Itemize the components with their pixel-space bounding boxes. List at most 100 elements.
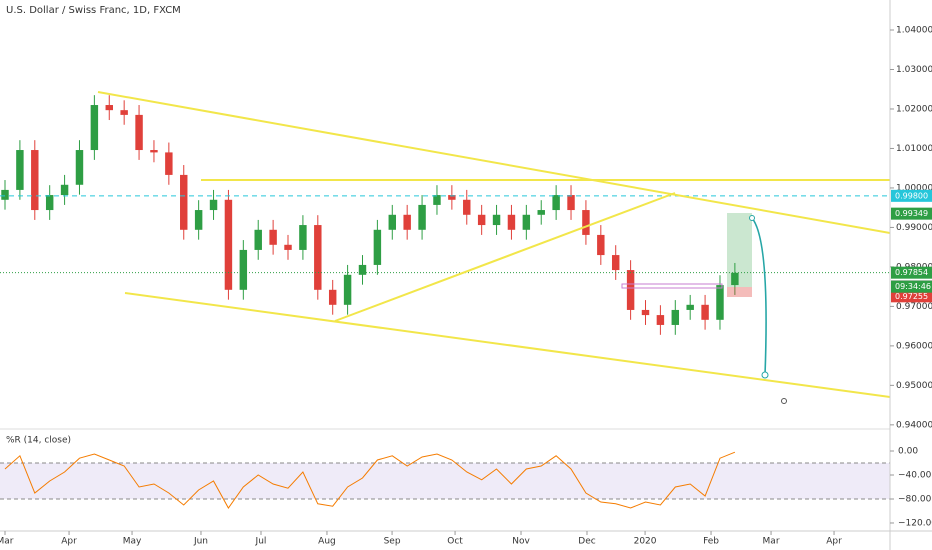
candle-body xyxy=(284,244,292,250)
candle-body xyxy=(16,150,24,190)
y-tick-label: −80.00 xyxy=(898,494,932,504)
countdown: 09:34:46 xyxy=(895,282,931,291)
candle-body xyxy=(463,199,471,215)
indicator-line xyxy=(4,451,736,509)
candle-body xyxy=(686,304,694,310)
candle-body xyxy=(552,195,560,211)
candle-body xyxy=(120,110,128,115)
price-tag xyxy=(891,290,932,303)
candle-body xyxy=(507,214,516,230)
candle-body xyxy=(254,229,262,250)
candle-body xyxy=(671,309,680,325)
candle-body xyxy=(731,272,739,286)
candle-body xyxy=(716,285,724,320)
candle-body xyxy=(626,270,635,310)
candle-body xyxy=(492,214,501,226)
candle-body xyxy=(537,210,545,215)
countdown-tag xyxy=(891,280,932,293)
candle-body xyxy=(641,309,650,316)
x-tick-label: Jul xyxy=(255,537,267,547)
candle-body xyxy=(75,150,84,185)
marker xyxy=(781,398,787,404)
trend-line xyxy=(334,192,676,322)
plot-area xyxy=(0,95,890,509)
candle-body xyxy=(299,225,307,250)
candle-body xyxy=(582,210,590,235)
y-tick-label: 1.01000 xyxy=(896,144,932,154)
x-tick-label: Mar xyxy=(763,537,780,547)
axes: 1.04000 1.03000 1.02000 1.01000 1.00000 0.990… xyxy=(0,26,932,547)
price-tag-label: 0.99800 xyxy=(895,191,928,200)
band-fill xyxy=(0,463,890,499)
y-tick-label: 0.94000 xyxy=(896,420,932,430)
x-tick-label: Feb xyxy=(703,537,719,547)
price-tag-label: 0.97854 xyxy=(895,268,928,277)
y-tick-label: 0.97000 xyxy=(896,302,932,312)
arrow-end xyxy=(761,371,769,379)
candle-body xyxy=(209,199,218,211)
x-tick-label: Sep xyxy=(384,537,401,547)
y-tick-label: 0.95000 xyxy=(896,381,932,391)
projection-arrow xyxy=(751,217,767,376)
candle-body xyxy=(403,214,411,230)
y-tick-label: −40.00 xyxy=(898,471,932,481)
candle-body xyxy=(105,105,113,111)
candle-body xyxy=(611,255,620,271)
y-tick-label: 1.03000 xyxy=(896,65,932,75)
candle-body xyxy=(135,114,143,151)
x-tick-label: 2020 xyxy=(634,537,657,547)
candle-body xyxy=(165,152,173,175)
candle-body xyxy=(90,105,99,151)
price-tag xyxy=(891,207,932,220)
x-tick-label: Aug xyxy=(318,537,336,547)
y-tick-label: 0.99000 xyxy=(896,223,932,233)
y-tick-label: 1.00000 xyxy=(896,183,932,193)
candle-body xyxy=(477,214,486,226)
candle-body xyxy=(522,214,531,230)
y-tick-label: 0.00 xyxy=(898,447,918,457)
x-tick-label: Apr xyxy=(61,537,77,547)
drawings xyxy=(97,91,891,404)
candle-body xyxy=(567,195,575,211)
x-tick-label: Mar xyxy=(0,537,14,547)
indicator-title: %R (14, close) xyxy=(6,436,71,446)
candle-body xyxy=(45,195,54,211)
candle-body xyxy=(1,189,9,200)
price-tag xyxy=(891,266,932,279)
candle-body xyxy=(433,195,441,205)
x-tick-label: Oct xyxy=(447,537,463,547)
candle-body xyxy=(701,304,709,320)
x-tick-label: Dec xyxy=(578,537,595,547)
trend-line xyxy=(97,91,891,234)
y-tick-label: −120.00 xyxy=(898,518,932,528)
x-tick-label: Apr xyxy=(826,537,842,547)
candle-body xyxy=(269,229,277,245)
candle-body xyxy=(448,195,456,200)
candle-body xyxy=(194,210,203,230)
x-tick-label: May xyxy=(123,537,142,547)
chart-title: U.S. Dollar / Swiss Franc, 1D, FXCM xyxy=(6,5,181,16)
profit-zone xyxy=(727,213,752,287)
candle-body xyxy=(180,174,188,230)
candle-body xyxy=(656,315,665,325)
candle-body xyxy=(343,274,352,305)
y-tick-label: 1.04000 xyxy=(896,26,932,36)
candle-body xyxy=(31,150,39,211)
candle-body xyxy=(597,234,605,256)
candle-body xyxy=(239,249,248,290)
candle-body xyxy=(388,214,397,230)
candle-body xyxy=(328,289,337,305)
y-tick-label: 1.02000 xyxy=(896,104,932,114)
candle-body xyxy=(150,150,158,153)
x-tick-label: Jun xyxy=(193,537,208,547)
candle-body xyxy=(60,184,69,196)
range-box xyxy=(621,283,723,289)
candle-body xyxy=(224,199,233,290)
loss-zone xyxy=(727,287,752,297)
price-tag-label: 0.99349 xyxy=(895,209,928,218)
price-tag-label: 0.97255 xyxy=(895,292,928,301)
candle-body xyxy=(373,229,382,265)
candle-body xyxy=(418,204,426,230)
trend-line xyxy=(124,292,891,398)
